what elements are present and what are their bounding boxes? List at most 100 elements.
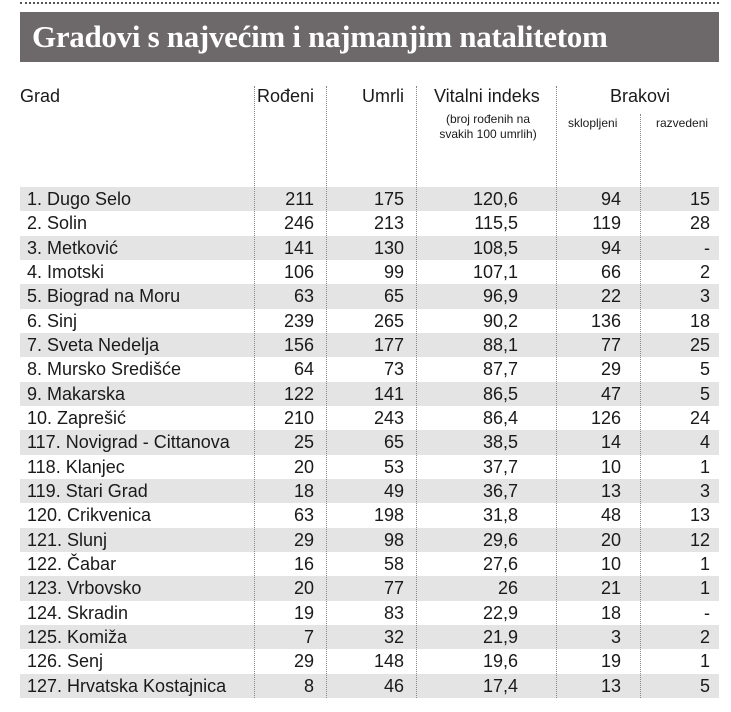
- city-name: 119. Stari Grad: [27, 480, 148, 501]
- table-cell: 18: [689, 310, 710, 331]
- table-cell: 99: [383, 261, 404, 282]
- table-cell: 26: [497, 578, 518, 599]
- table-cell: 28: [689, 213, 710, 234]
- col-header: Brakovi: [610, 86, 671, 106]
- table-cell: 29: [293, 651, 314, 672]
- table-row: 117. Novigrad - Cittanova 25 65 38,5 14 4: [20, 430, 719, 455]
- table-cell: 10: [600, 553, 621, 574]
- city-name: 2. Solin: [27, 213, 88, 234]
- table-cell: 37,7: [482, 456, 518, 477]
- table-row: 2. Solin 246 213 115,5 119 28: [20, 211, 719, 235]
- city-name: 5. Biograd na Moru: [27, 286, 181, 307]
- table-cell: 130: [373, 237, 404, 258]
- table-cell: 21: [600, 578, 621, 599]
- separator: [556, 86, 557, 698]
- table-cell: 94: [600, 237, 621, 258]
- city-name: 121. Slunj: [27, 529, 108, 550]
- table-cell: 36,7: [482, 480, 518, 501]
- table-cell: 106: [283, 261, 314, 282]
- city-name: 122. Čabar: [27, 553, 117, 574]
- table-cell: 4: [699, 432, 710, 453]
- table-cell: 65: [383, 286, 404, 307]
- table-cell: 5: [699, 383, 710, 404]
- city-name: 127. Hrvatska Kostajnica: [27, 675, 227, 696]
- table-cell: 122: [283, 383, 314, 404]
- table-cell: 239: [283, 310, 314, 331]
- table-row: 119. Stari Grad 18 49 36,7 13 3: [20, 478, 719, 504]
- table-cell: 210: [283, 407, 314, 428]
- table-row: 4. Imotski 106 99 107,1 66 2: [20, 260, 719, 284]
- table-cell: 63: [293, 286, 314, 307]
- table-cell: -: [704, 237, 710, 258]
- table-cell: 243: [373, 407, 404, 428]
- city-name: 118. Klanjec: [27, 456, 125, 477]
- table-cell: 22: [600, 286, 621, 307]
- table-cell: 27,6: [482, 553, 518, 574]
- table-cell: 119: [592, 213, 621, 234]
- table-cell: 18: [293, 480, 314, 501]
- table-cell: 19: [600, 651, 621, 672]
- table-row: 3. Metković 141 130 108,5 94 -: [20, 235, 719, 260]
- table-cell: 46: [383, 675, 404, 696]
- table-cell: 2: [699, 261, 710, 282]
- table-cell: -: [704, 602, 710, 623]
- table-cell: 29: [600, 359, 621, 380]
- table-cell: 90,2: [482, 310, 518, 331]
- city-name: 1. Dugo Selo: [27, 189, 132, 209]
- table-cell: 136: [590, 310, 621, 331]
- city-name: 7. Sveta Nedelja: [27, 334, 160, 355]
- table-cell: 156: [283, 334, 314, 355]
- table-cell: 65: [383, 432, 404, 453]
- table-row: 120. Crikvenica 63 198 31,8 48 13: [20, 503, 719, 527]
- col-header: Rođeni: [256, 86, 314, 106]
- table-row: 127. Hrvatska Kostajnica 8 46 17,4 13 5: [20, 673, 719, 698]
- table-cell: 12: [689, 529, 710, 550]
- table-row: 121. Slunj 29 98 29,6 20 12: [20, 527, 719, 552]
- table-cell: 22,9: [482, 602, 518, 623]
- table-cell: 20: [600, 529, 621, 550]
- city-name: 3. Metković: [27, 237, 119, 258]
- city-name: 9. Makarska: [27, 383, 126, 404]
- table-cell: 94: [600, 189, 621, 209]
- table-cell: 1: [699, 651, 710, 672]
- table-cell: 120,6: [472, 189, 518, 209]
- city-name: 10. Zaprešić: [27, 407, 127, 428]
- table-cell: 108,5: [472, 237, 518, 258]
- city-name: 4. Imotski: [27, 261, 105, 282]
- table-cell: 58: [383, 553, 404, 574]
- table-cell: 29,6: [482, 529, 518, 550]
- title: Gradovi s najvećim i najmanjim natalitet…: [20, 12, 719, 62]
- table-cell: 265: [373, 310, 404, 331]
- table-cell: 177: [373, 334, 404, 355]
- table-cell: 63: [293, 505, 314, 526]
- table-cell: 5: [699, 359, 710, 380]
- table-cell: 13: [600, 675, 621, 696]
- city-name: 126. Senj: [27, 651, 104, 672]
- table-cell: 64: [293, 359, 314, 380]
- table-row: 6. Sinj 239 265 90,2 136 18: [20, 309, 719, 333]
- table-row: 125. Komiža 7 32 21,9 3 2: [20, 624, 719, 650]
- table-row: 9. Makarska 122 141 86,5 47 5: [20, 381, 719, 406]
- table-row: 124. Skradin 19 83 22,9 18 -: [20, 601, 719, 625]
- table-cell: 47: [600, 383, 621, 404]
- table-cell: 2: [699, 626, 710, 647]
- city-name: 117. Novigrad - Cittanova: [27, 432, 230, 453]
- table-cell: 20: [293, 456, 314, 477]
- table-cell: 1: [699, 553, 710, 574]
- table-cell: 25: [689, 334, 710, 355]
- table-row: 7. Sveta Nedelja 156 177 88,1 77 25: [20, 332, 719, 358]
- table-cell: 14: [600, 432, 621, 453]
- table-cell: 53: [383, 456, 404, 477]
- table-cell: 32: [383, 626, 404, 647]
- table-cell: 107,1: [472, 261, 518, 282]
- separator: [640, 114, 641, 698]
- table-cell: 213: [373, 213, 404, 234]
- table-cell: 77: [600, 334, 621, 355]
- table-cell: 141: [283, 237, 314, 258]
- city-name: 124. Skradin: [27, 602, 129, 623]
- subcol-header: sklopljeni: [568, 116, 618, 130]
- table-cell: 1: [699, 578, 710, 599]
- table-row: 1. Dugo Selo 211 175 120,6 94 15: [20, 187, 719, 212]
- table-cell: 13: [600, 480, 621, 501]
- table-cell: 3: [699, 286, 710, 307]
